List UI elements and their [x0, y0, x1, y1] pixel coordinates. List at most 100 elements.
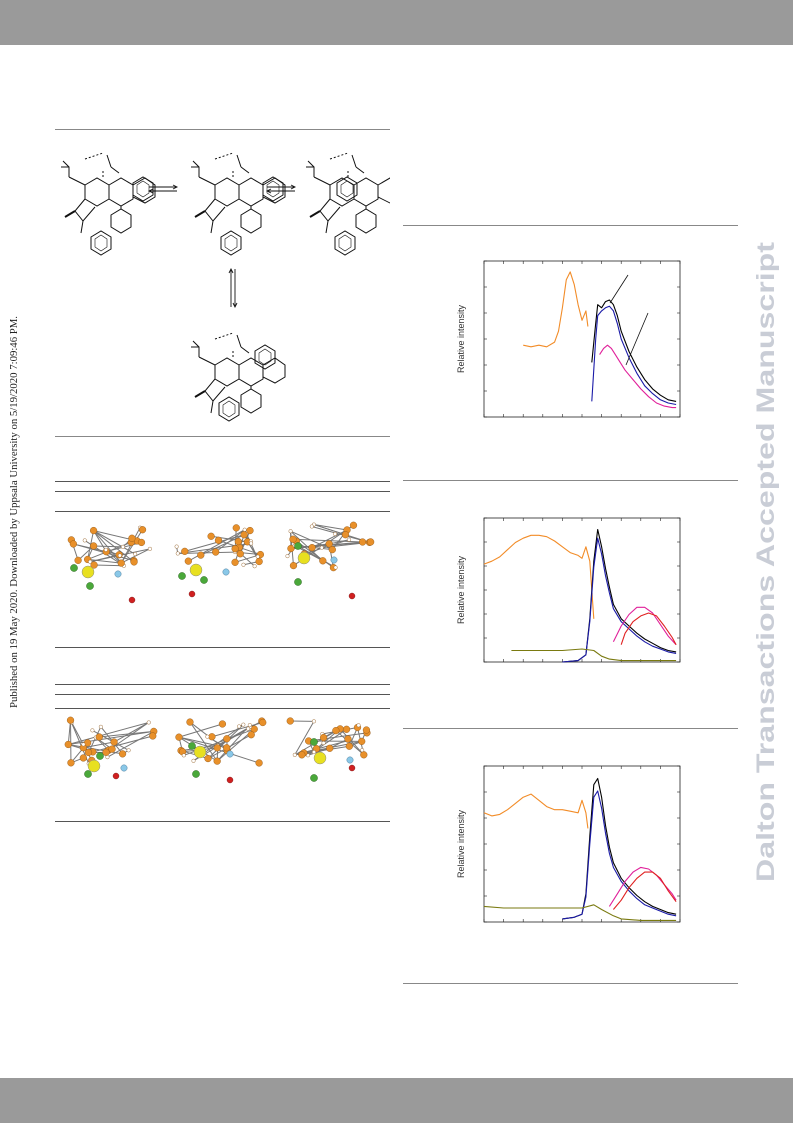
- atom: [367, 538, 375, 546]
- atom: [246, 526, 254, 535]
- nitrogen-atom: [114, 570, 122, 578]
- oxygen-atom: [348, 764, 356, 772]
- header-bar: [0, 0, 793, 45]
- atom: [319, 545, 324, 550]
- atom: [137, 538, 146, 547]
- series-line-0: [483, 793, 589, 829]
- figure1-ylabel: Relative intensity: [456, 304, 466, 373]
- atom: [347, 537, 352, 542]
- bond: [211, 722, 263, 738]
- atom: [342, 725, 351, 733]
- bond: [339, 728, 365, 756]
- annotation-pointer: [609, 274, 629, 304]
- halide-atom: [294, 578, 302, 586]
- atom: [286, 717, 294, 725]
- scheme-bottom-rule: [55, 436, 390, 437]
- nitrogen-atom: [346, 756, 354, 764]
- metal-atom: [81, 565, 95, 579]
- atom: [213, 744, 221, 752]
- atom: [204, 754, 212, 763]
- atom: [117, 559, 125, 567]
- atom: [207, 532, 215, 540]
- atom: [147, 546, 152, 551]
- atom: [298, 751, 306, 759]
- table1-bottom-rule: [55, 647, 390, 648]
- atom: [67, 759, 75, 767]
- atom: [213, 757, 221, 765]
- atom: [349, 521, 358, 529]
- series-line-1: [591, 299, 677, 402]
- series-line-3: [612, 606, 677, 646]
- atom: [255, 557, 263, 566]
- atom: [69, 540, 77, 548]
- atom: [319, 733, 328, 742]
- atom: [146, 720, 151, 725]
- atom: [103, 547, 108, 552]
- series-line-5: [483, 904, 677, 921]
- atom: [289, 535, 297, 543]
- bond: [107, 730, 154, 758]
- atom: [292, 752, 297, 757]
- chart-frame: [483, 517, 681, 663]
- atom: [81, 742, 86, 747]
- atom: [108, 745, 116, 753]
- atom: [242, 527, 247, 532]
- atom: [288, 529, 293, 534]
- bond: [92, 735, 153, 753]
- figure3-ylabel: Relative intensity: [456, 809, 466, 878]
- chart-frame: [483, 765, 681, 923]
- atom: [126, 748, 131, 753]
- atom: [84, 739, 92, 747]
- atom: [90, 561, 98, 569]
- atom: [117, 553, 122, 558]
- atom: [341, 531, 350, 539]
- table1-header-rule: [55, 491, 390, 492]
- series-line-3: [599, 344, 677, 409]
- bond: [307, 747, 330, 756]
- atom: [309, 524, 314, 529]
- atom: [328, 546, 336, 554]
- atom: [174, 544, 179, 549]
- atom: [184, 557, 192, 565]
- atom: [356, 723, 361, 728]
- atom: [232, 524, 240, 532]
- atom: [247, 731, 255, 739]
- published-note: Published on 19 May 2020. Downloaded by …: [6, 310, 20, 710]
- atom: [181, 547, 189, 555]
- atom: [255, 759, 263, 767]
- bond: [120, 529, 143, 564]
- nitrogen-atom: [120, 764, 128, 772]
- bond: [200, 534, 245, 556]
- halide-atom: [86, 582, 94, 590]
- bond: [88, 726, 102, 753]
- atom: [84, 748, 93, 757]
- series-line-0: [523, 271, 589, 348]
- atom: [175, 733, 183, 741]
- atom: [149, 732, 157, 740]
- bond: [89, 554, 120, 563]
- table1-top-rule: [55, 481, 390, 482]
- atom: [88, 559, 93, 564]
- atom: [214, 536, 223, 544]
- atom: [289, 561, 298, 570]
- atom: [241, 562, 246, 567]
- figure2-top-rule: [403, 480, 738, 481]
- atom: [285, 554, 290, 559]
- atom: [362, 726, 371, 734]
- atom: [237, 724, 242, 729]
- figure3-bottom-rule: [403, 983, 738, 984]
- series-line-1: [562, 528, 677, 663]
- atom: [360, 748, 365, 753]
- halide-atom: [200, 576, 208, 584]
- watermark-text: Dalton Transactions Accepted Manuscript: [752, 241, 780, 882]
- atom: [133, 552, 138, 557]
- halide-atom: [96, 752, 104, 760]
- bond: [313, 524, 348, 531]
- atom: [252, 564, 257, 569]
- nitrogen-atom: [222, 568, 230, 576]
- halide-atom: [294, 542, 302, 550]
- atom: [74, 556, 82, 564]
- nitrogen-atom: [226, 750, 234, 758]
- halide-atom: [188, 742, 196, 750]
- atom: [98, 724, 103, 729]
